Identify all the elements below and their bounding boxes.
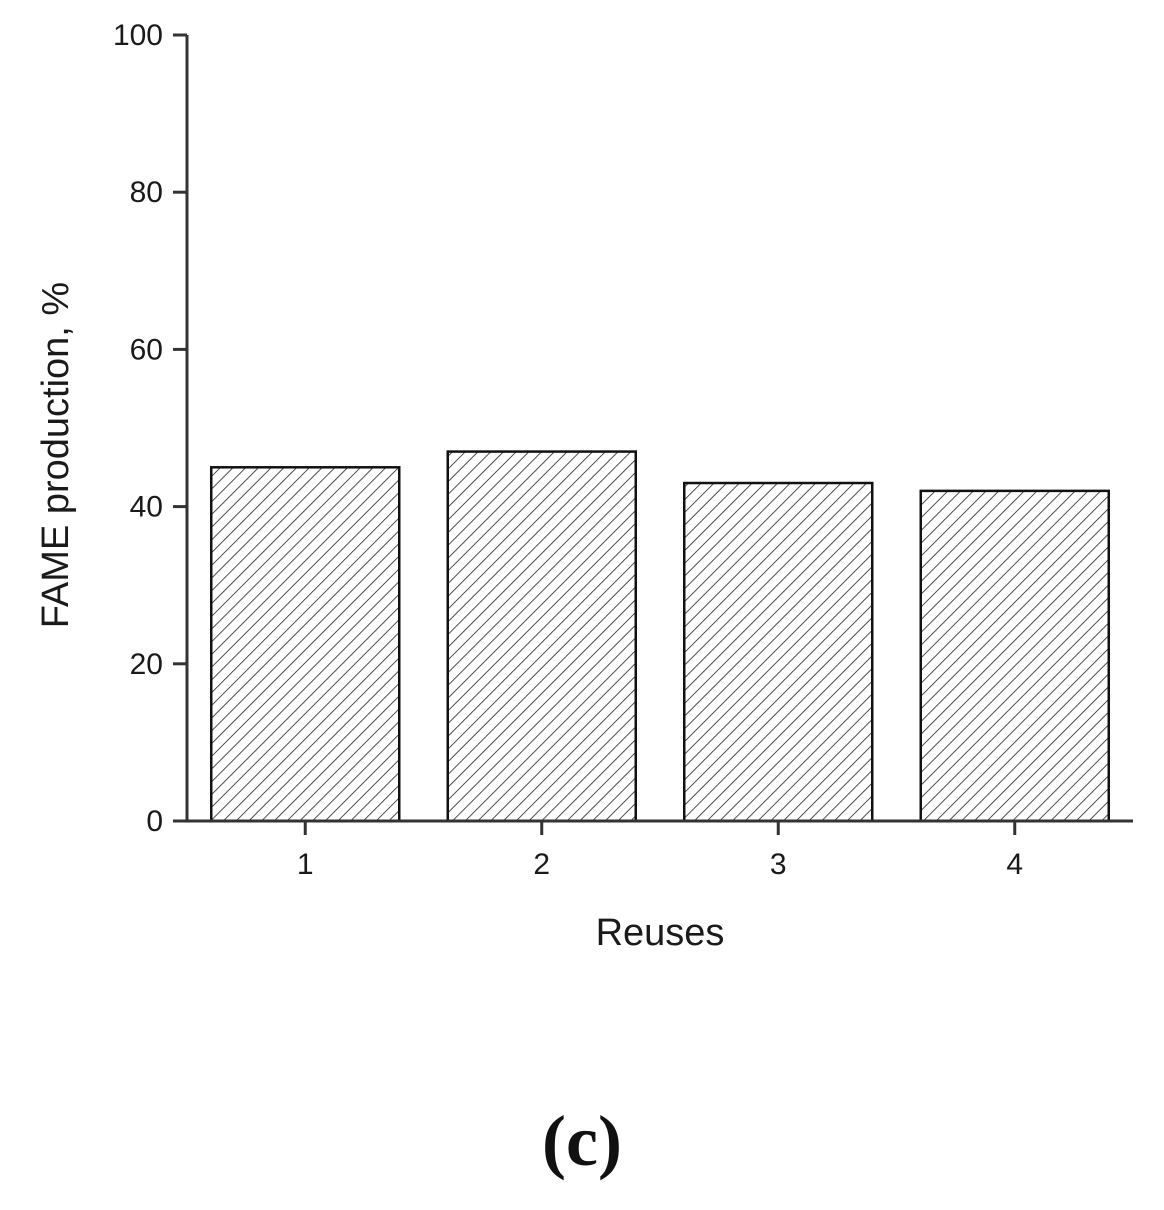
bar-3 [683, 481, 874, 823]
x-tick-label: 4 [1006, 848, 1023, 881]
y-tick-label: 100 [113, 19, 163, 52]
y-tick-label: 0 [146, 805, 163, 838]
axes-group: 0 20 40 60 80 100 1 2 3 4 [113, 19, 1133, 881]
y-tick-label: 80 [130, 176, 163, 209]
bar-4 [919, 489, 1110, 823]
y-axis-title: FAME production, % [35, 282, 77, 628]
bars-group [210, 450, 1110, 823]
x-axis-title: Reuses [596, 912, 725, 954]
y-tick-label: 60 [130, 333, 163, 366]
x-tick-label: 2 [533, 848, 550, 881]
x-tick-label: 1 [297, 848, 314, 881]
bar-chart: 0 20 40 60 80 100 1 2 3 4 Reuses FAME production,… [35, 19, 1133, 954]
y-tick-label: 20 [130, 648, 163, 681]
bar-2 [446, 450, 637, 823]
bar-1 [210, 466, 401, 823]
x-tick-label: 3 [770, 848, 787, 881]
y-tick-label: 40 [130, 491, 163, 524]
panel-label: (c) [542, 1101, 622, 1181]
